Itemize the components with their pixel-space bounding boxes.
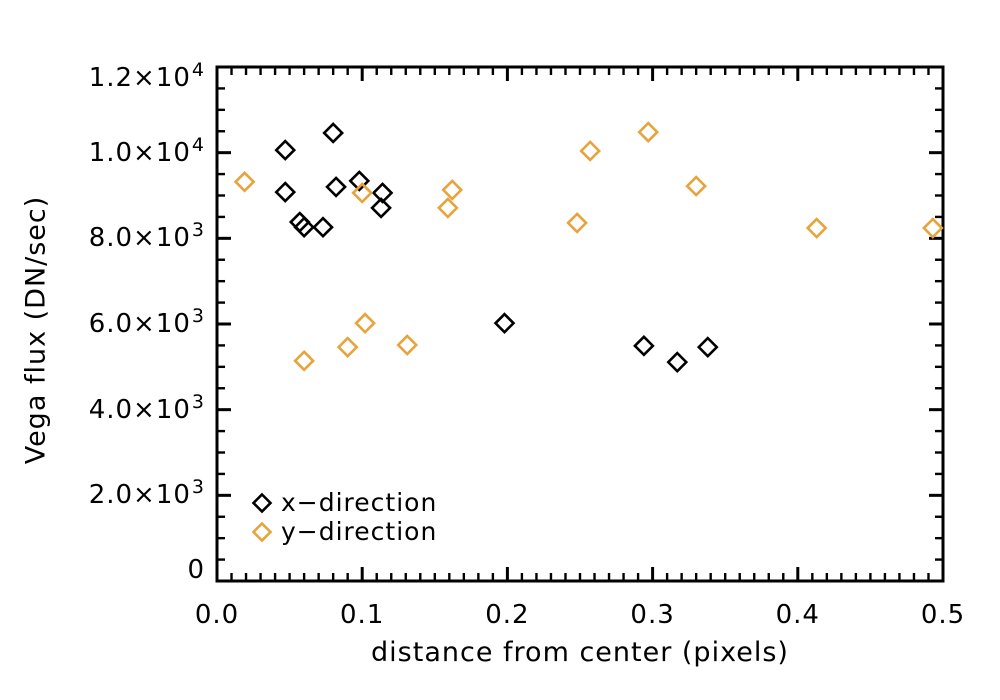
x-tick-label: 0.2 [485, 600, 530, 630]
data-point-x-direction [696, 336, 719, 358]
y-tick-label: 0 [187, 555, 205, 585]
x-tick-label: 0.5 [920, 600, 966, 630]
data-point-x-direction [493, 312, 516, 334]
data-point-y-direction [336, 336, 359, 358]
series-y-direction [233, 121, 944, 372]
data-point-y-direction [233, 170, 256, 193]
y-tick-label: 1.2×104 [88, 59, 205, 93]
data-point-x-direction [322, 122, 344, 144]
data-point-y-direction [579, 140, 602, 162]
x-tick-label: 0.3 [630, 600, 675, 630]
axis-ticks [215, 65, 945, 583]
data-point-x-direction [666, 351, 689, 373]
data-point-x-direction [325, 176, 347, 198]
y-tick-label: 1.0×104 [88, 133, 205, 168]
data-point-y-direction [396, 334, 419, 356]
data-point-y-direction [921, 217, 944, 239]
legend-label-x-direction: x−direction [281, 488, 438, 517]
data-point-x-direction [274, 181, 297, 203]
legend-item-x-direction: x−direction [251, 488, 437, 517]
data-point-y-direction [354, 312, 376, 334]
data-point-y-direction [566, 212, 588, 234]
y-tick-label: 4.0×103 [88, 390, 205, 425]
data-point-y-direction [441, 179, 464, 201]
x-direction-diamond-icon [251, 492, 273, 513]
x-tick-label: 0.1 [340, 600, 385, 630]
data-point-x-direction [312, 216, 334, 239]
data-point-y-direction [293, 349, 315, 372]
legend-label-y-direction: y−direction [281, 517, 438, 546]
legend-item-y-direction: y−direction [251, 517, 437, 546]
y-tick-label: 2.0×103 [88, 476, 205, 511]
data-point-x-direction [293, 216, 315, 239]
series-x-direction [274, 122, 719, 373]
data-point-x-direction [274, 139, 297, 161]
x-tick-label: 0.0 [194, 600, 240, 630]
y-direction-diamond-icon [251, 521, 273, 542]
legend: x−direction y−direction [251, 488, 437, 546]
data-point-y-direction [805, 217, 828, 239]
data-point-y-direction [685, 175, 707, 197]
x-tick-label: 0.4 [775, 600, 820, 630]
data-point-y-direction [351, 182, 374, 204]
data-point-x-direction [370, 197, 392, 219]
x-axis-title: distance from center (pixels) [371, 637, 789, 668]
y-axis-title: Vega flux (DN/sec) [20, 195, 52, 465]
y-tick-label: 8.0×103 [88, 219, 205, 254]
data-point-y-direction [637, 121, 660, 143]
y-tick-label: 6.0×103 [88, 305, 205, 339]
data-point-y-direction [437, 197, 459, 219]
data-point-x-direction [348, 170, 371, 192]
data-point-x-direction [633, 335, 655, 357]
